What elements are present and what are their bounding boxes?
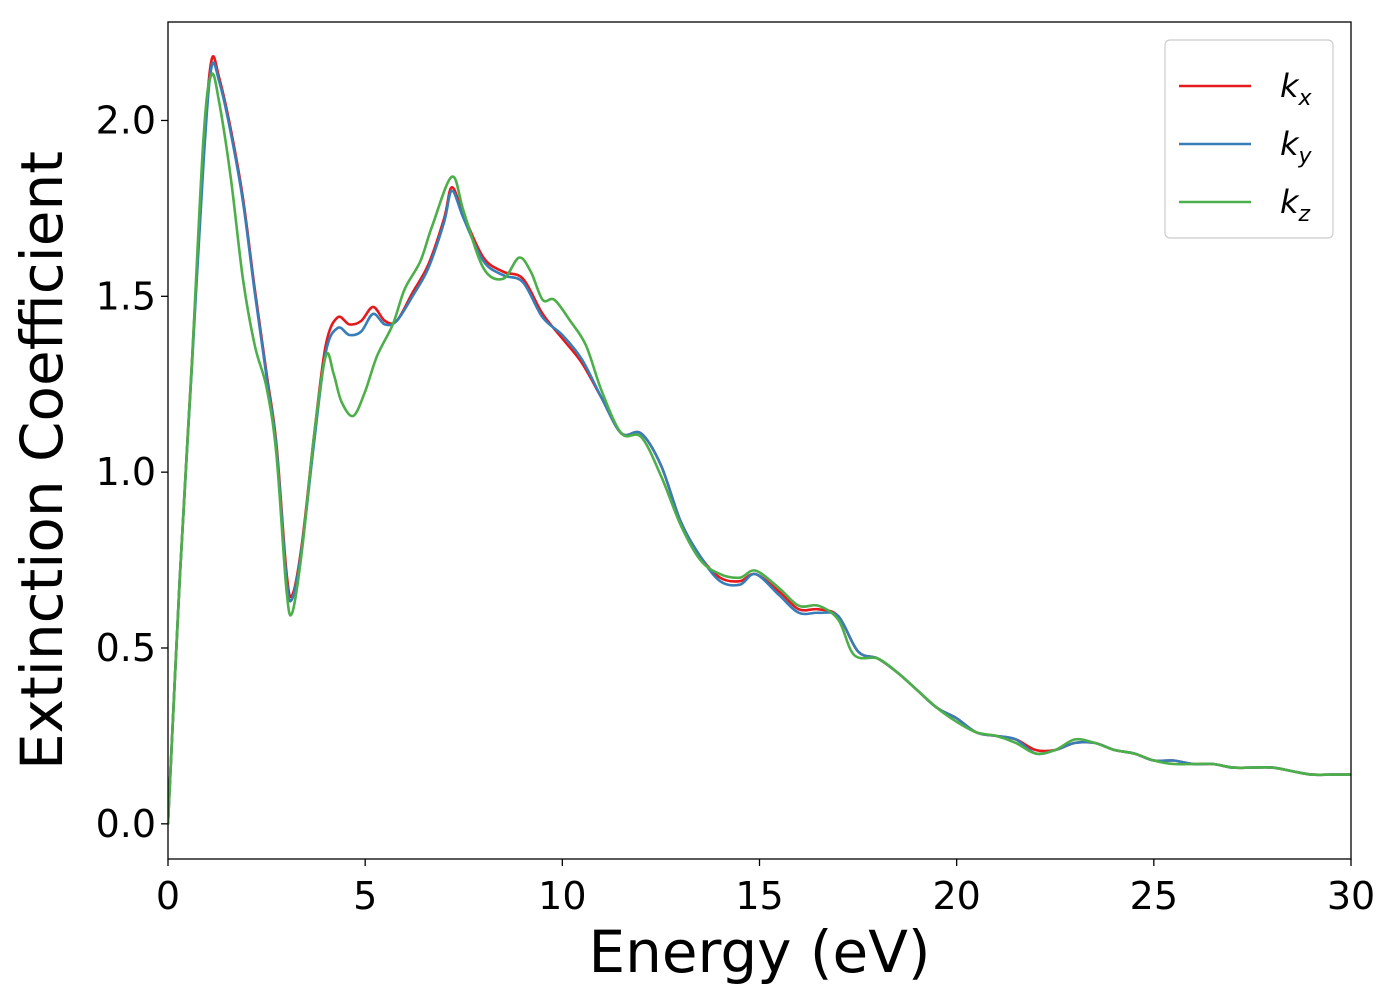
series-line-kz: [168, 72, 1351, 826]
legend-box: [1164, 39, 1334, 239]
x-tick-label: 10: [538, 874, 586, 918]
x-tick-label: 25: [1130, 874, 1178, 918]
y-tick-label: 0.5: [96, 626, 156, 670]
series-layer: [168, 55, 1351, 826]
legend-label: kx: [1280, 67, 1313, 111]
y-tick-label: 1.5: [96, 274, 156, 318]
legend-item-ky: ky: [1179, 125, 1313, 169]
legend-label: ky: [1280, 125, 1313, 169]
y-tick-label: 0.0: [96, 802, 156, 846]
legend-item-kx: kx: [1179, 67, 1313, 111]
y-tick-label: 2.0: [96, 98, 156, 142]
x-tick-label: 15: [735, 874, 783, 918]
x-axis: 0 5 10 15 20 25 30: [156, 859, 1375, 918]
y-axis-title: Extinction Coefficient: [8, 151, 76, 770]
x-tick-label: 20: [932, 874, 980, 918]
x-tick-label: 0: [156, 874, 180, 918]
y-axis: 0.0 0.5 1.0 1.5 2.0: [96, 98, 168, 846]
x-tick-label: 5: [353, 874, 377, 918]
x-axis-title: Energy (eV): [588, 918, 930, 986]
y-tick-label: 1.0: [96, 450, 156, 494]
x-tick-label: 30: [1327, 874, 1375, 918]
